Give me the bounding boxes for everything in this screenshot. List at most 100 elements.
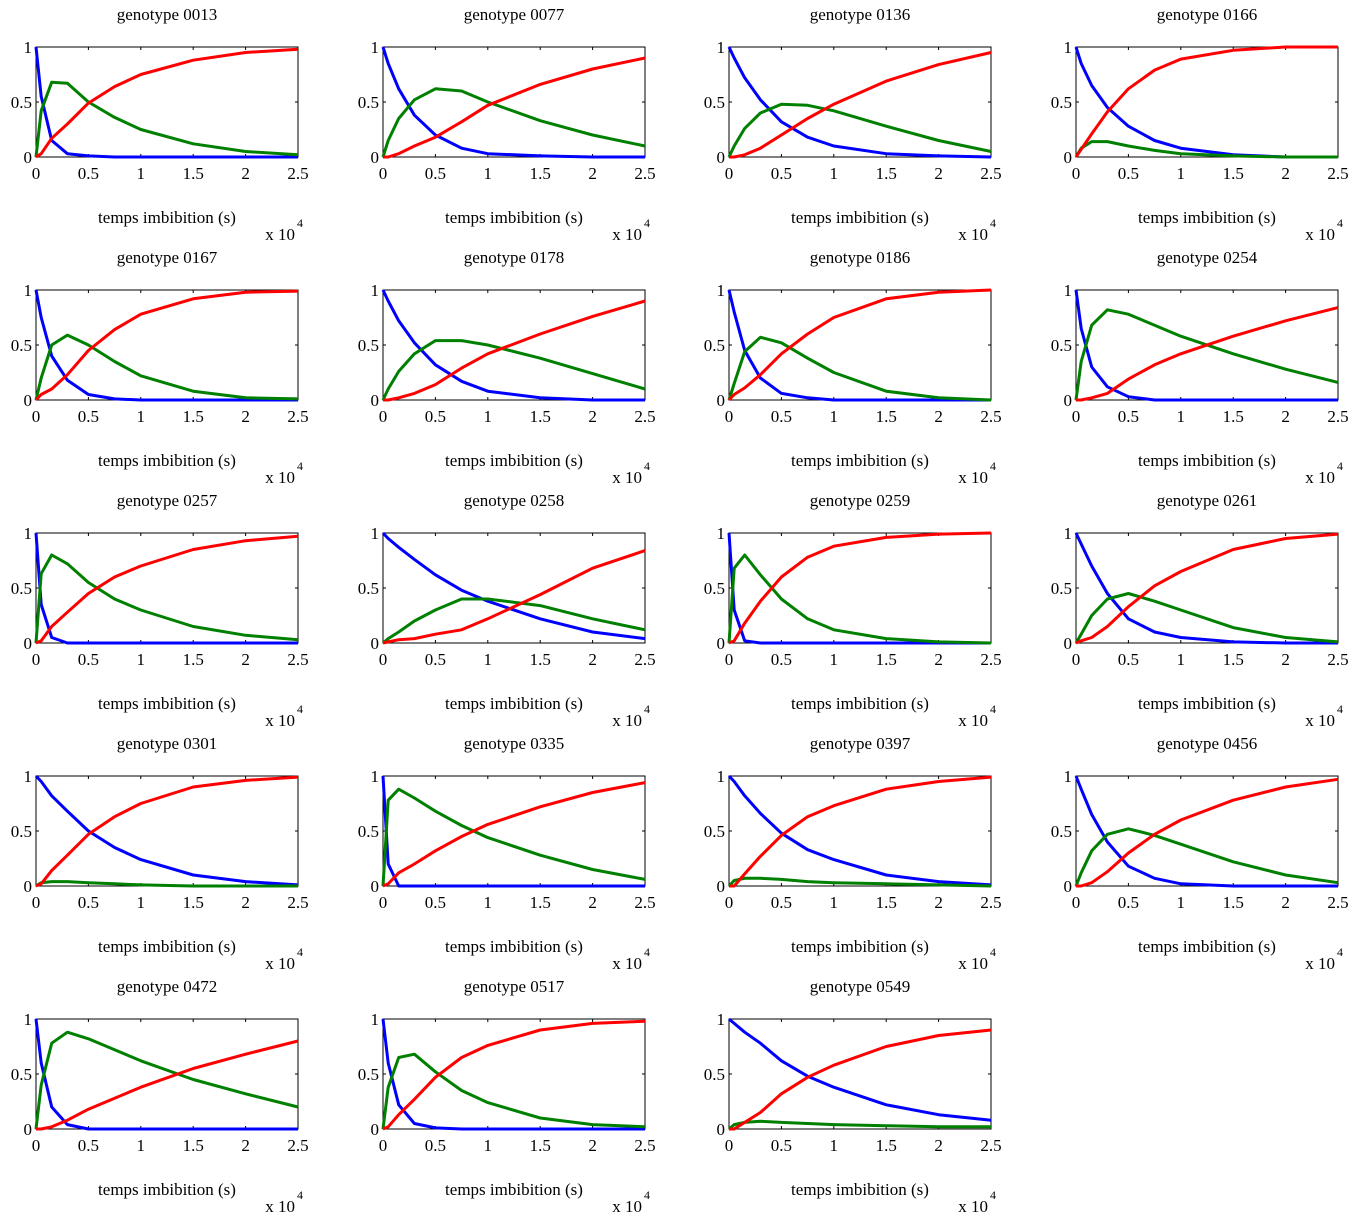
subplot: genotype 0456 0 0.5 1 1.5 2 2.5 0 0.5 1 temps imbi… [1051,734,1349,973]
x-scale-label: x 10 [1305,225,1335,244]
x-tick-label: 0 [32,650,41,669]
x-scale-label: x 10 [1305,711,1335,730]
x-tick-label: 2.5 [634,164,655,183]
x-scale-exponent: 4 [644,702,650,716]
subplot: genotype 0549 0 0.5 1 1.5 2 2.5 0 0.5 1 temps imbi… [704,977,1002,1216]
x-tick-label: 2 [241,893,250,912]
x-tick-label: 2.5 [634,650,655,669]
x-tick-label: 2 [588,407,597,426]
axes-box [1075,532,1339,644]
x-scale-exponent: 4 [990,1188,996,1202]
data-line [729,51,992,159]
x-scale-exponent: 4 [297,945,303,959]
x-tick-label: 1 [830,650,839,669]
subplot-title: genotype 0166 [1157,5,1258,24]
y-tick-label: 0.5 [358,1065,379,1084]
data-line [727,335,992,402]
data-line [728,531,992,645]
data-line [727,774,992,887]
data-line [34,774,299,887]
x-tick-label: 0.5 [1118,650,1139,669]
x-tick-label: 0.5 [425,407,446,426]
x-axis-label: temps imbibition (s) [98,694,236,713]
x-tick-label: 2 [241,164,250,183]
data-line [381,775,645,888]
x-scale-label: x 10 [612,1197,642,1216]
x-tick-label: 0.5 [425,650,446,669]
x-scale-exponent: 4 [297,702,303,716]
data-line [34,1018,298,1131]
y-tick-label: 0 [1064,877,1073,896]
y-tick-label: 1 [717,767,726,786]
subplot: genotype 0397 0 0.5 1 1.5 2 2.5 0 0.5 1 temps imbi… [704,734,1002,973]
y-tick-label: 0.5 [11,336,32,355]
y-tick-label: 0.5 [1051,822,1072,841]
x-tick-label: 2 [934,893,943,912]
x-tick-label: 0.5 [1118,893,1139,912]
x-tick-label: 2 [588,164,597,183]
y-tick-label: 1 [24,524,33,543]
x-tick-label: 2 [588,1136,597,1155]
subplot-title: genotype 0077 [464,5,565,24]
x-tick-label: 0.5 [78,407,99,426]
x-tick-label: 0 [379,650,388,669]
y-tick-label: 0.5 [11,822,32,841]
x-tick-label: 1 [137,893,146,912]
y-tick-label: 1 [1064,281,1073,300]
y-tick-label: 0 [24,391,33,410]
subplot-title: genotype 0472 [117,977,218,996]
data-line [1074,827,1339,887]
x-tick-label: 2.5 [980,893,1001,912]
y-tick-label: 1 [717,524,726,543]
x-axis-label: temps imbibition (s) [1138,694,1276,713]
x-axis-label: temps imbibition (s) [445,694,583,713]
x-tick-label: 1.5 [530,650,551,669]
data-line [34,289,299,402]
x-tick-label: 1.5 [183,893,204,912]
x-tick-label: 2.5 [287,1136,308,1155]
x-tick-label: 0.5 [771,650,792,669]
x-scale-exponent: 4 [644,945,650,959]
y-tick-label: 0.5 [704,822,725,841]
x-tick-label: 2.5 [1327,650,1348,669]
y-tick-label: 1 [717,1010,726,1029]
subplot-title: genotype 0254 [1157,248,1258,267]
y-tick-label: 1 [371,281,380,300]
data-line [381,289,645,402]
x-scale-label: x 10 [958,468,988,487]
data-line [1074,45,1338,158]
x-axis-label: temps imbibition (s) [98,208,236,227]
x-tick-label: 1 [830,893,839,912]
data-line [1076,777,1339,888]
x-tick-label: 2 [241,1136,250,1155]
x-tick-label: 2.5 [980,407,1001,426]
x-scale-exponent: 4 [1337,216,1343,230]
x-tick-label: 1.5 [1223,164,1244,183]
subplot: genotype 0472 0 0.5 1 1.5 2 2.5 0 0.5 1 temps imbi… [11,977,309,1216]
y-tick-label: 0 [371,877,380,896]
subplot-title: genotype 0259 [810,491,911,510]
x-tick-label: 2 [934,1136,943,1155]
x-scale-exponent: 4 [644,216,650,230]
x-tick-label: 1 [1177,893,1186,912]
x-axis-label: temps imbibition (s) [98,937,236,956]
x-tick-label: 2 [1281,407,1290,426]
x-tick-label: 0.5 [78,650,99,669]
x-scale-exponent: 4 [644,1188,650,1202]
y-tick-label: 0.5 [704,336,725,355]
axes-box [728,775,992,887]
x-tick-label: 0 [725,650,734,669]
x-tick-label: 0 [1072,407,1081,426]
y-tick-label: 0.5 [704,93,725,112]
y-tick-label: 1 [371,767,380,786]
data-line [727,289,991,402]
data-line [1074,308,1339,401]
x-scale-exponent: 4 [1337,702,1343,716]
data-line [728,1119,991,1131]
x-scale-exponent: 4 [990,459,996,473]
data-line [729,1028,992,1131]
x-axis-label: temps imbibition (s) [791,937,929,956]
x-scale-label: x 10 [265,711,295,730]
y-tick-label: 1 [24,767,33,786]
